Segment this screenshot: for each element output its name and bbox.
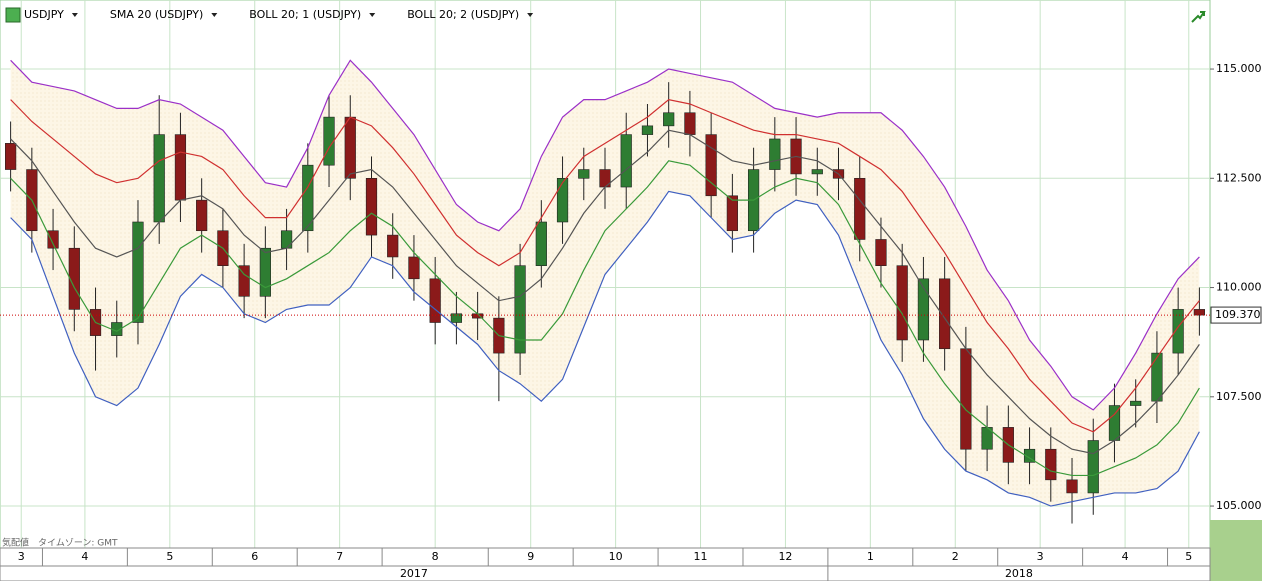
candle-body xyxy=(663,112,675,127)
indicator-line xyxy=(10,59,1200,411)
indicator-line xyxy=(10,98,1200,433)
candle-body xyxy=(153,134,165,223)
candle-body xyxy=(47,230,59,249)
x-tick-label: 2 xyxy=(952,550,959,563)
candle-body xyxy=(174,134,187,201)
candle-body xyxy=(917,278,930,341)
legend-label[interactable]: BOLL 20; 2 (USDJPY) xyxy=(407,8,519,21)
candle-body xyxy=(1108,405,1121,441)
x-tick-label: 3 xyxy=(18,550,25,563)
candle-body xyxy=(535,221,547,266)
y-tick-label: 107.500 xyxy=(1216,390,1262,403)
indicator-line xyxy=(10,160,1200,477)
candle-body xyxy=(259,247,271,297)
candle-body xyxy=(578,169,590,179)
legend-arrow[interactable] xyxy=(71,13,78,17)
x-tick-label: 7 xyxy=(336,550,343,563)
last-price-label: 109.370 xyxy=(1215,308,1261,321)
corner xyxy=(1210,520,1262,581)
candle-body xyxy=(960,348,972,450)
candle-body xyxy=(408,256,420,280)
candle-body xyxy=(705,134,717,197)
candle-body xyxy=(514,265,526,354)
candle-body xyxy=(854,177,866,240)
x-axis-band xyxy=(0,547,1211,581)
legend: USDJPY SMA 20 (USDJPY) BOLL 20; 1 (USDJPY)… xyxy=(5,7,534,23)
candle-body xyxy=(1172,309,1184,354)
candle-body xyxy=(302,164,314,232)
candle-body xyxy=(684,112,696,135)
candle-body xyxy=(196,199,208,232)
candle-body xyxy=(875,239,887,266)
y-tick-label: 115.000 xyxy=(1216,62,1262,75)
candle-body xyxy=(323,116,335,166)
candle-body xyxy=(132,221,144,323)
y-tick-label: 105.000 xyxy=(1216,499,1262,512)
y-tick-label: 110.000 xyxy=(1216,281,1262,294)
candle-body xyxy=(556,177,569,223)
year-label: 2018 xyxy=(1005,567,1033,580)
x-tick-label: 1 xyxy=(867,550,874,563)
indicator-line xyxy=(10,129,1200,455)
candle-body xyxy=(280,230,293,249)
legend-label[interactable]: BOLL 20; 1 (USDJPY) xyxy=(249,8,361,21)
x-tick-label: 4 xyxy=(1122,550,1129,563)
indicator-line xyxy=(10,190,1200,507)
legend-arrow[interactable] xyxy=(211,13,218,17)
candle-body xyxy=(365,177,378,236)
footer: 気配値 タイムゾーン: GMT xyxy=(2,537,118,549)
x-tick-label: 9 xyxy=(527,550,534,563)
legend-label[interactable]: USDJPY xyxy=(24,8,64,21)
candle-body xyxy=(1151,352,1163,402)
x-tick-label: 5 xyxy=(1185,550,1192,563)
x-tick-label: 8 xyxy=(432,550,439,563)
candle-body xyxy=(1023,448,1036,463)
candle-body xyxy=(1130,400,1142,406)
candle-body xyxy=(68,247,80,310)
candle-body xyxy=(939,278,951,350)
candle-body xyxy=(1087,440,1099,494)
x-tick-label: 5 xyxy=(166,550,173,563)
x-tick-label: 6 xyxy=(251,550,258,563)
x-tick-label: 4 xyxy=(81,550,88,563)
legend-swatch[interactable] xyxy=(5,7,21,23)
candle-body xyxy=(238,265,250,297)
year-label: 2017 xyxy=(400,567,428,580)
y-tick-label: 112.500 xyxy=(1216,171,1262,184)
candle-body xyxy=(429,278,441,323)
x-tick-label: 3 xyxy=(1037,550,1044,563)
x-tick-label: 10 xyxy=(609,550,623,563)
candle-body xyxy=(5,143,17,170)
legend-label[interactable]: SMA 20 (USDJPY) xyxy=(110,8,203,21)
legend-arrow[interactable] xyxy=(527,13,534,17)
candle-body xyxy=(450,313,463,323)
candle-body xyxy=(641,125,654,135)
candle-body xyxy=(896,265,908,341)
last-price-box xyxy=(1210,306,1262,324)
x-tick-label: 11 xyxy=(694,550,708,563)
candle-body xyxy=(1193,309,1205,316)
candle-body xyxy=(1066,479,1078,494)
trend-icon[interactable] xyxy=(1191,11,1206,23)
candle-body xyxy=(769,138,781,170)
legend-arrow[interactable] xyxy=(369,13,376,17)
candle-body xyxy=(387,234,399,258)
candle-body xyxy=(1045,448,1057,481)
candle-body xyxy=(811,169,823,175)
candle-body xyxy=(620,134,632,188)
candle-body xyxy=(726,195,738,232)
x-tick-label: 12 xyxy=(778,550,792,563)
candle-body xyxy=(344,116,356,179)
